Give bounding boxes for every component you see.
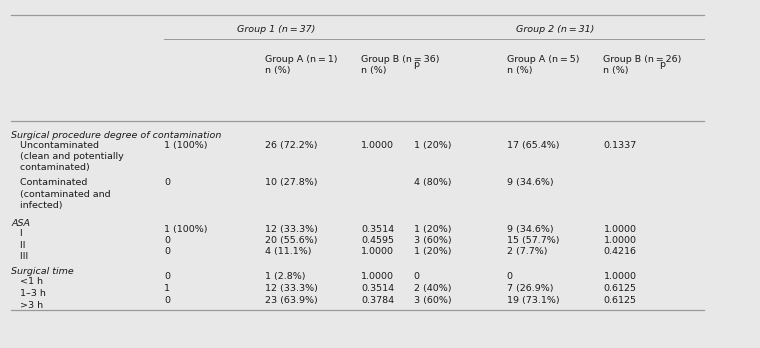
- Text: III: III: [11, 252, 29, 261]
- Text: 1.0000: 1.0000: [362, 272, 394, 281]
- Text: 0.4216: 0.4216: [603, 247, 636, 256]
- Text: 4 (80%): 4 (80%): [413, 178, 451, 187]
- Text: Group B (n = 26)
n (%): Group B (n = 26) n (%): [603, 55, 682, 75]
- Text: Group A (n = 5)
n (%): Group A (n = 5) n (%): [507, 55, 579, 75]
- Text: 1 (100%): 1 (100%): [164, 225, 207, 234]
- Text: 23 (63.9%): 23 (63.9%): [264, 296, 318, 305]
- Text: 1.0000: 1.0000: [603, 225, 636, 234]
- Text: Surgical time: Surgical time: [11, 267, 74, 276]
- Text: 1–3 h: 1–3 h: [11, 288, 46, 298]
- Text: 9 (34.6%): 9 (34.6%): [507, 178, 553, 187]
- Text: 0: 0: [413, 272, 420, 281]
- Text: 1 (2.8%): 1 (2.8%): [264, 272, 305, 281]
- Text: 0.3784: 0.3784: [362, 296, 394, 305]
- Text: 1 (20%): 1 (20%): [413, 141, 451, 150]
- Text: 17 (65.4%): 17 (65.4%): [507, 141, 559, 150]
- Text: >3 h: >3 h: [11, 301, 43, 309]
- Text: 0: 0: [164, 236, 170, 245]
- Text: 1 (20%): 1 (20%): [413, 225, 451, 234]
- Text: Group 1 (n = 37): Group 1 (n = 37): [236, 25, 315, 33]
- Text: 3 (60%): 3 (60%): [413, 236, 451, 245]
- Text: <1 h: <1 h: [11, 277, 43, 286]
- Text: 0.1337: 0.1337: [603, 141, 637, 150]
- Text: 10 (27.8%): 10 (27.8%): [264, 178, 317, 187]
- Text: 0.6125: 0.6125: [603, 296, 636, 305]
- Text: 4 (11.1%): 4 (11.1%): [264, 247, 311, 256]
- Text: 12 (33.3%): 12 (33.3%): [264, 284, 318, 293]
- Text: 0.3514: 0.3514: [362, 225, 394, 234]
- Text: 0.6125: 0.6125: [603, 284, 636, 293]
- Text: Group 2 (n = 31): Group 2 (n = 31): [516, 25, 594, 33]
- Text: 1.0000: 1.0000: [603, 272, 636, 281]
- Text: I: I: [11, 229, 23, 238]
- Text: 1: 1: [164, 284, 170, 293]
- Text: p: p: [413, 60, 420, 69]
- Text: 1.0000: 1.0000: [362, 247, 394, 256]
- Text: II: II: [11, 240, 26, 250]
- Text: 15 (57.7%): 15 (57.7%): [507, 236, 559, 245]
- Text: 1.0000: 1.0000: [603, 236, 636, 245]
- Text: Contaminated
   (contaminated and
   infected): Contaminated (contaminated and infected): [11, 178, 111, 210]
- Text: 0: 0: [164, 178, 170, 187]
- Text: 0: 0: [164, 247, 170, 256]
- Text: 7 (26.9%): 7 (26.9%): [507, 284, 553, 293]
- Text: 0.3514: 0.3514: [362, 284, 394, 293]
- Text: 20 (55.6%): 20 (55.6%): [264, 236, 317, 245]
- Text: Group A (n = 1)
n (%): Group A (n = 1) n (%): [264, 55, 337, 75]
- Text: 2 (7.7%): 2 (7.7%): [507, 247, 547, 256]
- Text: 0: 0: [164, 296, 170, 305]
- Text: 1 (100%): 1 (100%): [164, 141, 207, 150]
- Text: 9 (34.6%): 9 (34.6%): [507, 225, 553, 234]
- Text: 1.0000: 1.0000: [362, 141, 394, 150]
- Text: 2 (40%): 2 (40%): [413, 284, 451, 293]
- Text: 12 (33.3%): 12 (33.3%): [264, 225, 318, 234]
- Text: Surgical procedure degree of contamination: Surgical procedure degree of contaminati…: [11, 132, 222, 140]
- Text: 0: 0: [507, 272, 512, 281]
- Text: Uncontaminated
   (clean and potentially
   contaminated): Uncontaminated (clean and potentially co…: [11, 141, 124, 173]
- Text: 0.4595: 0.4595: [362, 236, 394, 245]
- Text: ASA: ASA: [11, 219, 30, 228]
- Text: 3 (60%): 3 (60%): [413, 296, 451, 305]
- Text: 0: 0: [164, 272, 170, 281]
- Text: Group B (n = 36)
n (%): Group B (n = 36) n (%): [362, 55, 440, 75]
- Text: 19 (73.1%): 19 (73.1%): [507, 296, 559, 305]
- Text: p: p: [659, 60, 665, 69]
- Text: 1 (20%): 1 (20%): [413, 247, 451, 256]
- Text: 26 (72.2%): 26 (72.2%): [264, 141, 317, 150]
